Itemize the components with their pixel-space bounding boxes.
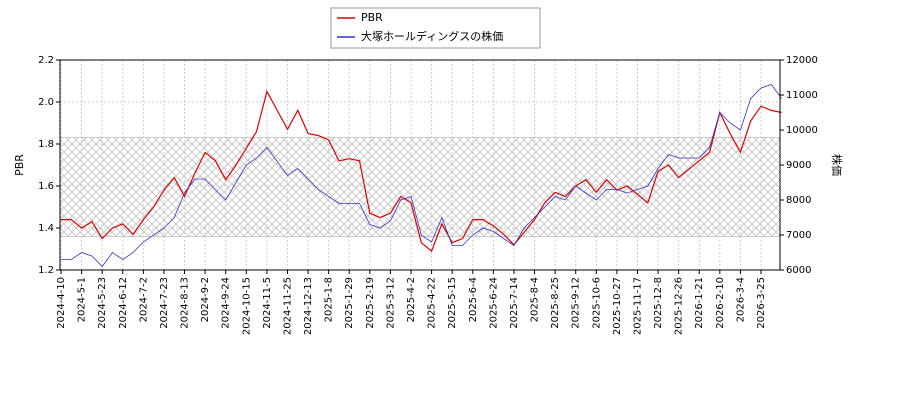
y-axis-label: PBR <box>13 154 26 176</box>
y-tick-label: 1.8 <box>38 139 54 150</box>
x-tick-label: 2026-3-4 <box>735 277 746 322</box>
x-tick-label: 2025-4-22 <box>427 277 438 329</box>
x-tick-label: 2024-6-12 <box>118 277 129 329</box>
legend: PBR 大塚ホールディングスの株価 <box>330 7 541 49</box>
x-tick-label: 2026-1-21 <box>694 277 705 329</box>
x-tick-label: 2025-8-4 <box>530 277 541 322</box>
x-tick-label: 2025-3-12 <box>385 277 396 329</box>
y2-tick-label: 10000 <box>786 125 818 136</box>
x-tick-label: 2025-6-4 <box>468 277 479 322</box>
y2-tick-label: 8000 <box>786 195 811 206</box>
legend-label: 大塚ホールディングスの株価 <box>361 29 503 43</box>
x-tick-label: 2025-10-27 <box>612 277 623 335</box>
x-tick-label: 2025-12-8 <box>653 277 664 329</box>
x-tick-label: 2025-1-29 <box>344 277 355 329</box>
y2-tick-label: 6000 <box>786 265 811 276</box>
y-tick-label: 1.6 <box>38 181 54 192</box>
x-tick-label: 2026-2-10 <box>715 277 726 329</box>
x-tick-label: 2024-9-24 <box>221 277 232 329</box>
x-tick-label: 2025-7-14 <box>509 277 520 329</box>
y-tick-label: 1.4 <box>38 223 54 234</box>
x-tick-label: 2024-4-10 <box>56 277 67 329</box>
shaded-band <box>59 137 781 237</box>
x-tick-label: 2025-9-12 <box>571 277 582 329</box>
x-tick-label: 2024-5-1 <box>77 277 88 322</box>
x-tick-label: 2025-6-24 <box>488 277 499 329</box>
y2-tick-label: 7000 <box>786 230 811 241</box>
x-tick-label: 2025-5-15 <box>447 277 458 329</box>
x-tick-label: 2024-11-25 <box>282 277 293 335</box>
x-tick-label: 2025-10-6 <box>591 277 602 329</box>
x-tick-label: 2024-8-13 <box>180 277 191 329</box>
y-tick-label: 2.2 <box>38 55 54 66</box>
series-line <box>61 84 782 268</box>
x-tick-label: 2026-3-25 <box>756 277 767 329</box>
y2-tick-label: 9000 <box>786 160 811 171</box>
x-tick-label: 2025-1-8 <box>324 277 335 322</box>
x-tick-label: 2025-8-25 <box>550 277 561 329</box>
x-tick-label: 2024-7-2 <box>138 277 149 322</box>
x-tick-label: 2024-12-13 <box>303 277 314 335</box>
x-tick-label: 2025-11-17 <box>632 277 643 335</box>
y2-tick-label: 11000 <box>786 90 818 101</box>
y2-axis-label: 株価 <box>830 154 844 176</box>
legend-box <box>330 7 541 49</box>
x-tick-label: 2025-12-26 <box>674 277 685 335</box>
x-tick-label: 2024-11-5 <box>262 277 273 329</box>
y-tick-label: 1.2 <box>38 265 54 276</box>
x-tick-label: 2025-4-2 <box>406 277 417 322</box>
x-tick-label: 2025-2-19 <box>365 277 376 329</box>
x-tick-label: 2024-9-2 <box>200 277 211 322</box>
x-tick-label: 2024-7-23 <box>159 277 170 329</box>
y-tick-label: 2.0 <box>38 97 54 108</box>
legend-label: PBR <box>361 11 383 24</box>
series-line <box>61 89 782 253</box>
plot-frame <box>59 59 781 271</box>
y2-tick-label: 12000 <box>786 55 818 66</box>
x-tick-label: 2024-5-23 <box>97 277 108 329</box>
x-tick-label: 2024-10-15 <box>241 277 252 335</box>
